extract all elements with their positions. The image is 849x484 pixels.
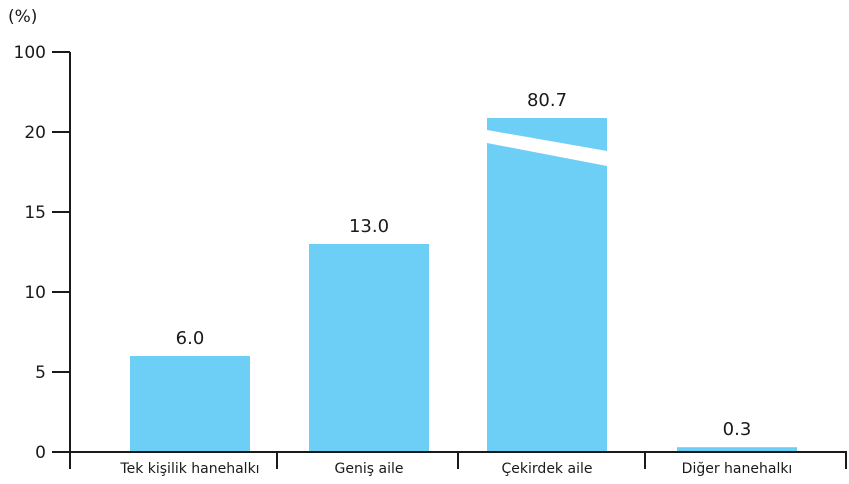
y-tick-label-0: 0 [35,443,46,463]
y-tick-label-10: 10 [24,283,46,303]
y-tick-label-20: 20 [24,123,46,143]
bar-4 [677,447,797,452]
value-label-1: 6.0 [176,328,205,349]
bar-2 [309,244,429,452]
bar-1 [130,356,250,452]
bars [130,118,797,452]
value-labels: 6.0 13.0 80.7 0.3 [176,90,752,440]
value-label-4: 0.3 [723,419,752,440]
bar-3-upper [487,118,607,151]
y-tick-label-100: 100 [14,43,46,63]
y-axis-ticks: 0 5 10 15 20 100 [14,43,70,463]
value-label-2: 13.0 [349,216,389,237]
x-axis: Tek kişilik hanehalkı Geniş aile Çekirdek … [69,451,847,477]
x-category-label-2: Geniş aile [335,461,404,477]
x-category-label-4: Diğer hanehalkı [682,461,793,477]
y-tick-label-15: 15 [24,203,46,223]
y-tick-label-5: 5 [35,363,46,383]
value-label-3: 80.7 [527,90,567,111]
y-axis-unit-label: (%) [8,7,37,27]
x-category-label-1: Tek kişilik hanehalkı [119,461,259,477]
bar-3-lower [487,143,607,452]
x-category-label-3: Çekirdek aile [502,461,593,477]
